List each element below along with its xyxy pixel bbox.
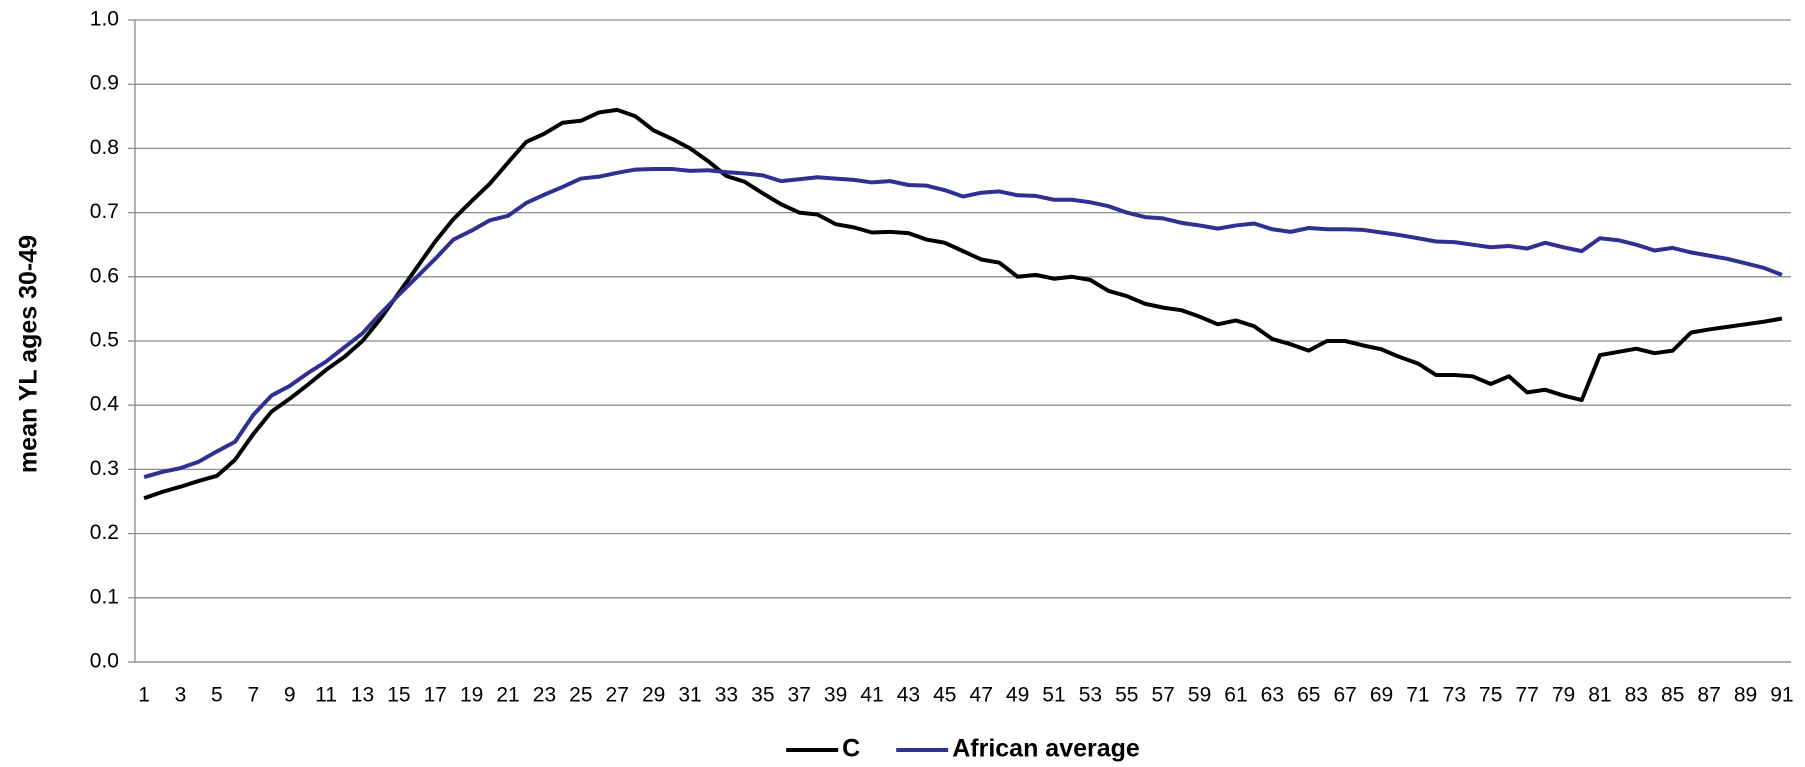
x-tick-label: 1: [138, 684, 150, 707]
x-tick-label: 83: [1625, 684, 1648, 707]
x-tick-label: 19: [460, 684, 483, 707]
y-tick-label: 0.8: [90, 136, 119, 159]
x-tick-label: 13: [351, 684, 374, 707]
x-tick-label: 3: [175, 684, 187, 707]
x-tick-label: 47: [970, 684, 993, 707]
x-tick-label: 51: [1042, 684, 1065, 707]
x-tick-label: 7: [247, 684, 259, 707]
y-tick-label: 0.9: [90, 72, 119, 95]
x-tick-label: 23: [533, 684, 556, 707]
x-tick-label: 89: [1734, 684, 1757, 707]
x-tick-label: 43: [897, 684, 920, 707]
x-tick-label: 49: [1006, 684, 1029, 707]
x-tick-label: 81: [1588, 684, 1611, 707]
y-tick-label: 0.6: [90, 264, 119, 287]
legend-item: African average: [896, 735, 1140, 763]
x-tick-label: 53: [1079, 684, 1102, 707]
x-tick-label: 39: [824, 684, 847, 707]
y-tick-label: 0.4: [90, 393, 120, 416]
x-tick-label: 69: [1370, 684, 1393, 707]
y-tick-label: 1.0: [90, 8, 119, 31]
x-tick-label: 65: [1297, 684, 1320, 707]
legend-item: C: [786, 735, 860, 763]
x-tick-label: 9: [284, 684, 296, 707]
y-tick-label: 0.0: [90, 650, 119, 673]
x-tick-label: 57: [1151, 684, 1174, 707]
x-tick-label: 71: [1406, 684, 1429, 707]
x-tick-label: 77: [1515, 684, 1538, 707]
x-tick-label: 35: [751, 684, 774, 707]
y-tick-label: 0.1: [90, 585, 119, 608]
x-tick-label: 5: [211, 684, 223, 707]
x-tick-label: 73: [1443, 684, 1466, 707]
x-tick-label: 61: [1224, 684, 1247, 707]
x-tick-label: 31: [678, 684, 701, 707]
x-tick-label: 75: [1479, 684, 1502, 707]
x-tick-label: 67: [1333, 684, 1356, 707]
x-tick-label: 55: [1115, 684, 1138, 707]
data-line: [143, 166, 1783, 480]
x-tick-label: 33: [715, 684, 738, 707]
data-line: [143, 107, 1783, 501]
x-tick-label: 59: [1188, 684, 1211, 707]
x-tick-label: 11: [315, 684, 337, 707]
legend-text: C: [842, 735, 860, 763]
x-tick-label: 17: [424, 684, 447, 707]
y-tick-label: 0.5: [90, 329, 119, 352]
x-tick-label: 87: [1697, 684, 1720, 707]
x-tick-label: 25: [569, 684, 592, 707]
x-tick-label: 15: [387, 684, 410, 707]
x-tick-label: 29: [642, 684, 665, 707]
x-tick-label: 41: [860, 684, 883, 707]
x-tick-label: 45: [933, 684, 956, 707]
y-axis-title: mean YL ages 30-49: [15, 235, 43, 473]
x-tick-label: 85: [1661, 684, 1684, 707]
x-tick-label: 79: [1552, 684, 1575, 707]
y-tick-label: 0.2: [90, 521, 119, 544]
x-tick-label: 27: [606, 684, 629, 707]
x-tick-label: 21: [496, 684, 519, 707]
x-tick-label: 91: [1770, 684, 1793, 707]
x-tick-label: 63: [1261, 684, 1284, 707]
y-tick-label: 0.3: [90, 457, 119, 480]
y-tick-label: 0.7: [90, 200, 119, 223]
x-tick-label: 37: [788, 684, 811, 707]
legend-text: African average: [952, 735, 1140, 763]
